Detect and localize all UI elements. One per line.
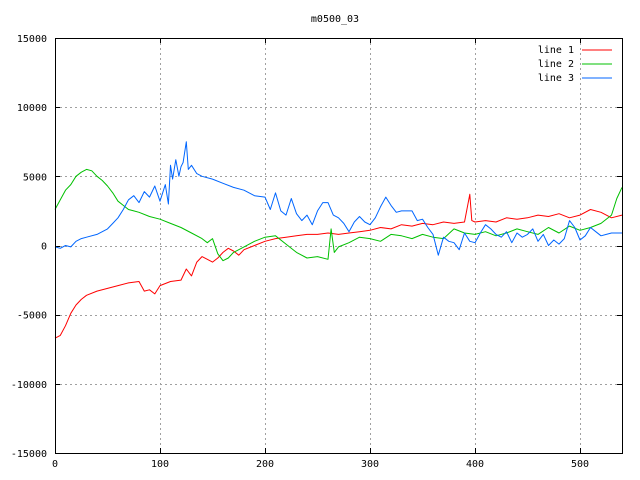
- axis-ticks: [55, 38, 622, 454]
- x-tick-label: 200: [256, 459, 274, 470]
- grid-lines: [55, 38, 622, 453]
- y-tick-label: -15000: [11, 449, 47, 460]
- x-tick-label: 500: [571, 459, 589, 470]
- legend-label-1: line 1: [538, 45, 574, 56]
- plot-frame: [55, 38, 623, 454]
- legend-label-2: line 2: [538, 59, 574, 70]
- y-tick-label: -10000: [11, 380, 47, 391]
- x-tick-labels: 0 100 200 300 400 500: [52, 459, 589, 470]
- series-line-3: [54, 141, 622, 256]
- y-tick-label: 0: [41, 242, 47, 253]
- series-line-2: [54, 168, 623, 262]
- x-tick-label: 400: [466, 459, 484, 470]
- y-tick-labels: 15000 10000 5000 0 -5000 -10000 -15000: [11, 34, 47, 460]
- y-tick-label: 10000: [17, 103, 47, 114]
- y-tick-label: 5000: [23, 172, 47, 183]
- x-tick-label: 300: [361, 459, 379, 470]
- series-line-1: [54, 193, 623, 339]
- y-tick-label: -5000: [17, 311, 47, 322]
- x-tick-label: 0: [52, 459, 58, 470]
- series-lines: [54, 141, 623, 339]
- legend-label-3: line 3: [538, 73, 574, 84]
- legend: line 1 line 2 line 3: [538, 45, 612, 84]
- x-tick-label: 100: [151, 459, 169, 470]
- y-tick-label: 15000: [17, 34, 47, 45]
- chart-title: m0500_03: [311, 14, 359, 25]
